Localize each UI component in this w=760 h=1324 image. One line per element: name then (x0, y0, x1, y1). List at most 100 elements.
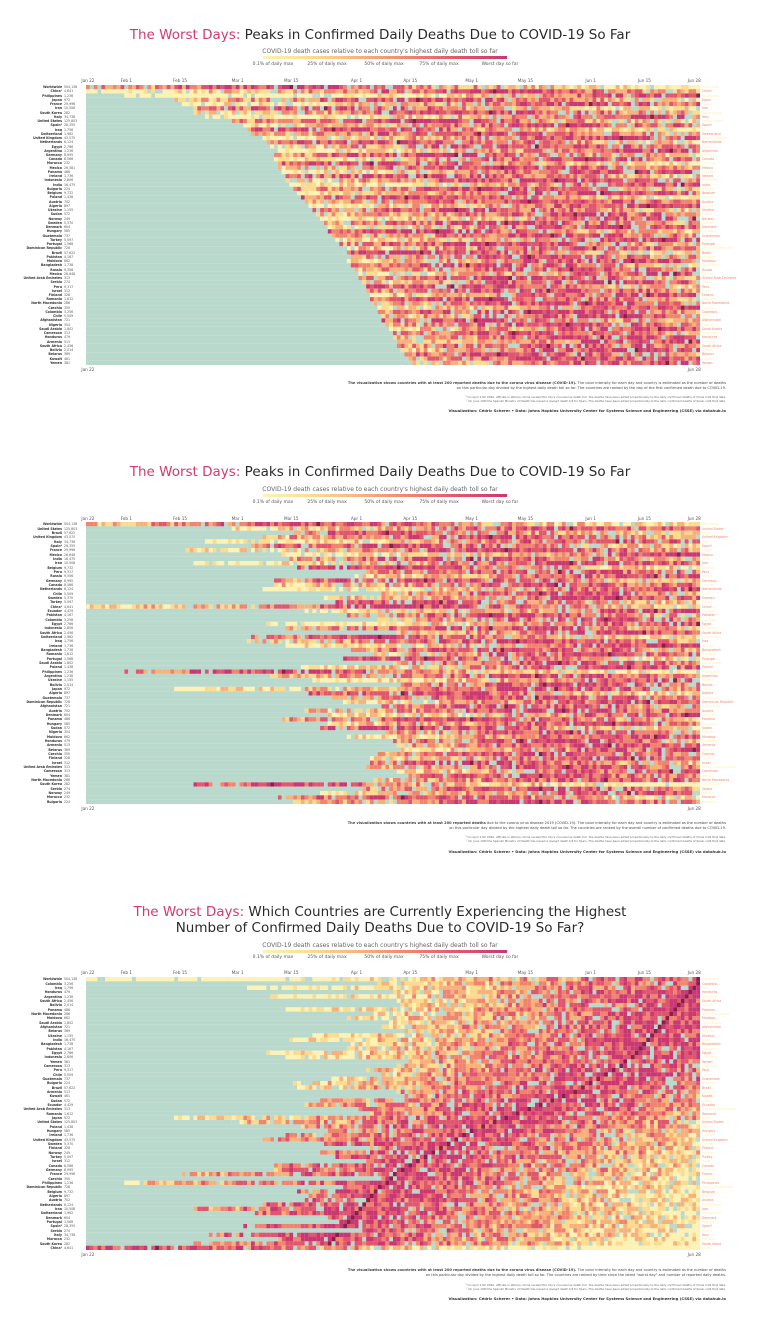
heat-cell (281, 85, 286, 90)
heat-cell (243, 85, 248, 90)
heat-cell (684, 85, 689, 90)
heat-cell (339, 85, 344, 90)
legend-title: COVID-19 death cases relative to each co… (0, 48, 760, 55)
heat-cell (657, 85, 662, 90)
heat-cell (416, 93, 420, 98)
heat-cell (373, 89, 378, 94)
heat-cell (320, 97, 324, 103)
heat-cell (216, 89, 221, 94)
heat-cell (124, 93, 129, 98)
heat-cell (331, 93, 336, 98)
heat-cell (281, 93, 286, 98)
heat-cell (623, 85, 628, 90)
heat-cell (128, 89, 133, 94)
heat-cell (204, 97, 209, 103)
heat-cell (277, 85, 282, 90)
heat-cell (569, 97, 574, 103)
heat-cell (377, 89, 382, 94)
heat-cell (454, 93, 459, 98)
heat-cell (285, 97, 290, 103)
heat-cell (604, 89, 608, 94)
heat-cell (93, 89, 98, 94)
heat-cell (181, 93, 186, 98)
heat-cell (465, 89, 470, 94)
heat-cell (416, 85, 420, 90)
heat-cell (508, 93, 513, 98)
heat-cell (454, 89, 459, 94)
heat-cell (381, 85, 386, 90)
heat-cell (412, 97, 417, 103)
heat-cell (527, 85, 532, 90)
worst-day-cell (696, 93, 701, 98)
heat-cell (181, 89, 186, 94)
heat-cell (446, 89, 451, 94)
heat-cell (442, 89, 447, 94)
heat-cell (561, 85, 566, 90)
heat-cell (373, 85, 378, 90)
heat-cell (446, 85, 451, 90)
heat-cell (538, 97, 543, 103)
heat-cell (254, 85, 259, 90)
heat-cell (270, 85, 275, 90)
heat-cell (212, 89, 217, 94)
heat-cell (178, 93, 182, 98)
heat-cell (151, 89, 156, 94)
heatmap-svg (86, 85, 701, 366)
heat-cell (89, 89, 94, 94)
heat-cell (615, 85, 620, 90)
heat-cell (469, 97, 474, 103)
heat-cell (289, 97, 294, 103)
heat-cell (623, 93, 628, 98)
heat-cell (316, 85, 321, 90)
heat-cell (439, 93, 443, 98)
heat-cell (676, 85, 681, 90)
heat-cell (300, 85, 305, 90)
heat-cell (508, 89, 513, 94)
heat-cell (335, 85, 340, 90)
heat-cell (604, 97, 608, 103)
heat-cell (350, 89, 355, 94)
heat-cell (381, 97, 386, 103)
heat-cell (369, 89, 374, 94)
heat-cell (162, 93, 167, 98)
heat-cell (354, 85, 359, 90)
heat-cell (404, 85, 409, 90)
heat-cell (343, 85, 347, 90)
heat-cell (696, 89, 701, 94)
heat-cell (538, 85, 543, 90)
date-tick-label: Jan 22 (81, 78, 94, 83)
heat-cell (442, 97, 447, 103)
heat-cell (189, 85, 194, 90)
heat-cell (147, 85, 152, 90)
heat-cell (251, 85, 255, 90)
heat-cell (308, 89, 313, 94)
heat-cell (607, 85, 612, 90)
heat-cell (558, 93, 562, 98)
heat-cell (669, 85, 674, 90)
title-text: Peaks in Confirmed Daily Deaths Due to C… (240, 27, 631, 43)
heat-cell (554, 85, 559, 90)
heat-cell (534, 89, 539, 94)
heat-cell (381, 89, 386, 94)
heat-cell (377, 85, 382, 90)
heat-cell (408, 85, 413, 90)
heat-cell (462, 97, 466, 103)
heat-cell (508, 85, 513, 90)
heat-cell (274, 93, 278, 98)
heat-cell (442, 93, 447, 98)
heat-cell (174, 93, 179, 98)
heat-cell (132, 85, 136, 90)
heat-cell (485, 97, 489, 103)
heat-cell (454, 85, 459, 90)
heat-cell (335, 89, 340, 94)
heat-cell (439, 89, 443, 94)
heat-cell (212, 97, 217, 103)
heat-cell (565, 85, 570, 90)
heat-cell (431, 89, 436, 94)
heat-cell (669, 89, 674, 94)
heat-cell (308, 97, 313, 103)
heat-cell (607, 93, 612, 98)
heat-cell (197, 93, 202, 98)
heat-cell (266, 93, 271, 98)
heat-cell (231, 97, 236, 103)
